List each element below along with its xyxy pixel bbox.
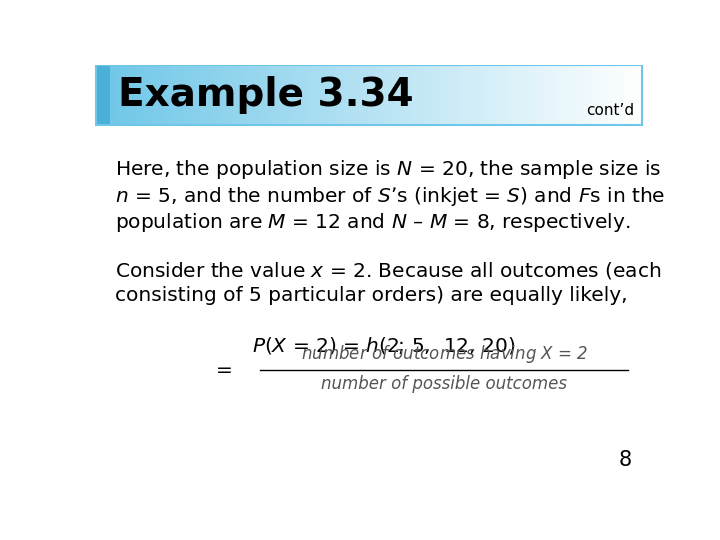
- Text: $n$ = 5, and the number of $S$’s (inkjet = $S$) and $F$s in the: $n$ = 5, and the number of $S$’s (inkjet…: [115, 185, 665, 207]
- Text: =: =: [215, 361, 233, 380]
- Text: Consider the value $x$ = 2. Because all outcomes (each: Consider the value $x$ = 2. Because all …: [115, 260, 662, 281]
- Text: cont’d: cont’d: [586, 103, 634, 118]
- Text: $P$($X$ = 2) = $h$(2; 5,  12, 20): $P$($X$ = 2) = $h$(2; 5, 12, 20): [252, 335, 515, 356]
- Bar: [96, 65, 642, 125]
- Text: number of outcomes having $X$ = 2: number of outcomes having $X$ = 2: [301, 343, 588, 366]
- Bar: [96, 65, 109, 125]
- Text: number of possible outcomes: number of possible outcomes: [321, 375, 567, 394]
- Text: population are $M$ = 12 and $N$ – $M$ = 8, respectively.: population are $M$ = 12 and $N$ – $M$ = …: [115, 211, 631, 234]
- Text: consisting of 5 particular orders) are equally likely,: consisting of 5 particular orders) are e…: [115, 286, 628, 305]
- Text: Here, the population size is $N$ = 20, the sample size is: Here, the population size is $N$ = 20, t…: [115, 158, 662, 181]
- Text: Example 3.34: Example 3.34: [118, 76, 413, 114]
- Text: 8: 8: [618, 450, 631, 470]
